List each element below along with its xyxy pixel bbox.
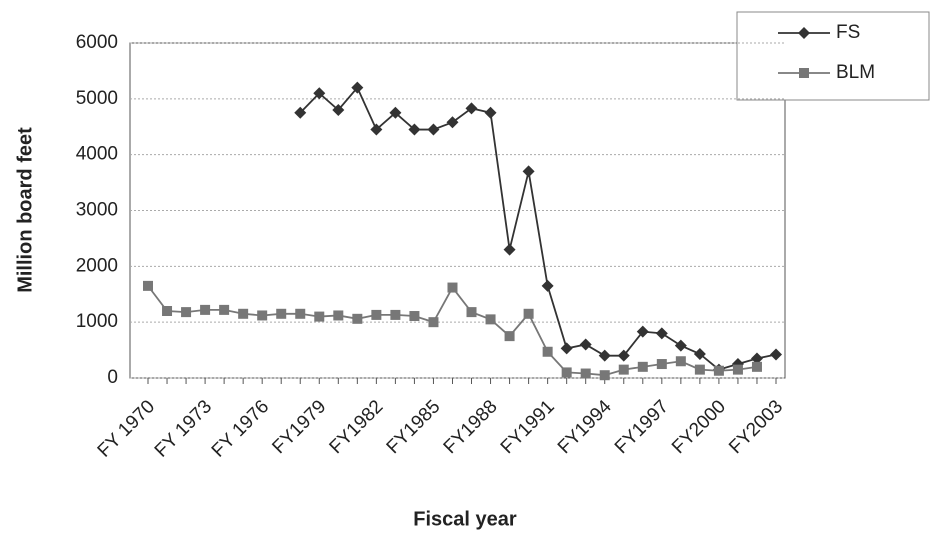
point-marker — [560, 342, 573, 355]
y-axis-title: Million board feet — [14, 127, 36, 293]
point-marker — [542, 346, 553, 357]
point-marker — [675, 356, 686, 367]
x-tick-label: FY 1976 — [208, 396, 273, 461]
point-marker — [351, 81, 364, 94]
point-marker — [181, 307, 192, 318]
point-marker — [522, 165, 535, 178]
point-marker — [674, 339, 687, 352]
point-marker — [162, 306, 173, 316]
point-marker — [655, 327, 668, 340]
point-marker — [617, 349, 630, 362]
point-marker — [541, 279, 554, 292]
point-marker — [798, 27, 810, 39]
x-tick-label: FY1982 — [326, 396, 388, 458]
point-marker — [409, 311, 420, 322]
legend-label: BLM — [836, 62, 875, 83]
x-tick-label: FY1979 — [268, 396, 330, 458]
point-marker — [485, 314, 496, 325]
point-marker — [637, 361, 648, 372]
y-tick-label: 0 — [107, 367, 118, 388]
x-tick-label: FY 1973 — [151, 396, 216, 461]
point-marker — [561, 367, 572, 378]
point-marker — [503, 243, 516, 256]
point-marker — [447, 282, 458, 293]
point-marker — [408, 123, 421, 136]
x-tick-label: FY2000 — [668, 396, 730, 458]
point-marker — [370, 123, 383, 136]
point-marker — [598, 349, 611, 362]
y-tick-label: 3000 — [76, 200, 118, 221]
point-marker — [504, 331, 515, 342]
point-marker — [523, 308, 534, 319]
point-marker — [352, 313, 363, 324]
point-marker — [618, 364, 629, 375]
point-marker — [484, 106, 497, 119]
x-tick-label: FY2003 — [725, 396, 787, 458]
point-marker — [770, 348, 782, 361]
point-marker — [332, 104, 345, 116]
x-tick-label: FY1994 — [554, 396, 616, 458]
point-marker — [143, 280, 153, 291]
point-marker — [466, 307, 477, 318]
point-marker — [694, 364, 705, 375]
y-tick-label: 4000 — [76, 144, 118, 165]
point-marker — [390, 309, 401, 320]
point-marker — [750, 352, 763, 365]
x-tick-label: FY 1970 — [94, 396, 159, 461]
point-marker — [295, 308, 306, 319]
point-marker — [389, 106, 402, 119]
y-tick-label: 6000 — [76, 32, 118, 53]
point-marker — [751, 361, 762, 372]
point-marker — [693, 347, 706, 360]
legend-label: FS — [836, 22, 860, 43]
point-marker — [276, 308, 287, 319]
x-axis-title: Fiscal year — [413, 508, 517, 530]
point-marker — [428, 317, 439, 328]
point-marker — [713, 365, 724, 376]
point-marker — [580, 368, 591, 379]
point-marker — [371, 309, 382, 320]
x-tick-label: FY1988 — [440, 396, 502, 458]
point-marker — [656, 359, 667, 370]
point-marker — [799, 68, 809, 78]
point-marker — [599, 370, 610, 381]
point-marker — [427, 123, 440, 136]
point-marker — [579, 338, 592, 351]
point-marker — [314, 311, 325, 322]
point-marker — [238, 308, 249, 319]
point-marker — [200, 304, 211, 315]
point-marker — [294, 106, 307, 119]
x-tick-label: FY1991 — [497, 396, 559, 458]
x-tick-label: FY1997 — [611, 396, 673, 458]
point-marker — [636, 325, 649, 338]
point-marker — [446, 116, 459, 129]
x-tick-label: FY1985 — [383, 396, 445, 458]
point-marker — [219, 304, 230, 315]
point-marker — [333, 310, 344, 321]
point-marker — [313, 87, 326, 100]
point-marker — [732, 364, 743, 375]
y-tick-label: 2000 — [76, 255, 118, 276]
point-marker — [257, 310, 268, 321]
point-marker — [465, 102, 478, 115]
y-tick-label: 5000 — [76, 88, 118, 109]
y-tick-label: 1000 — [76, 311, 118, 332]
legend-box — [736, 11, 930, 101]
